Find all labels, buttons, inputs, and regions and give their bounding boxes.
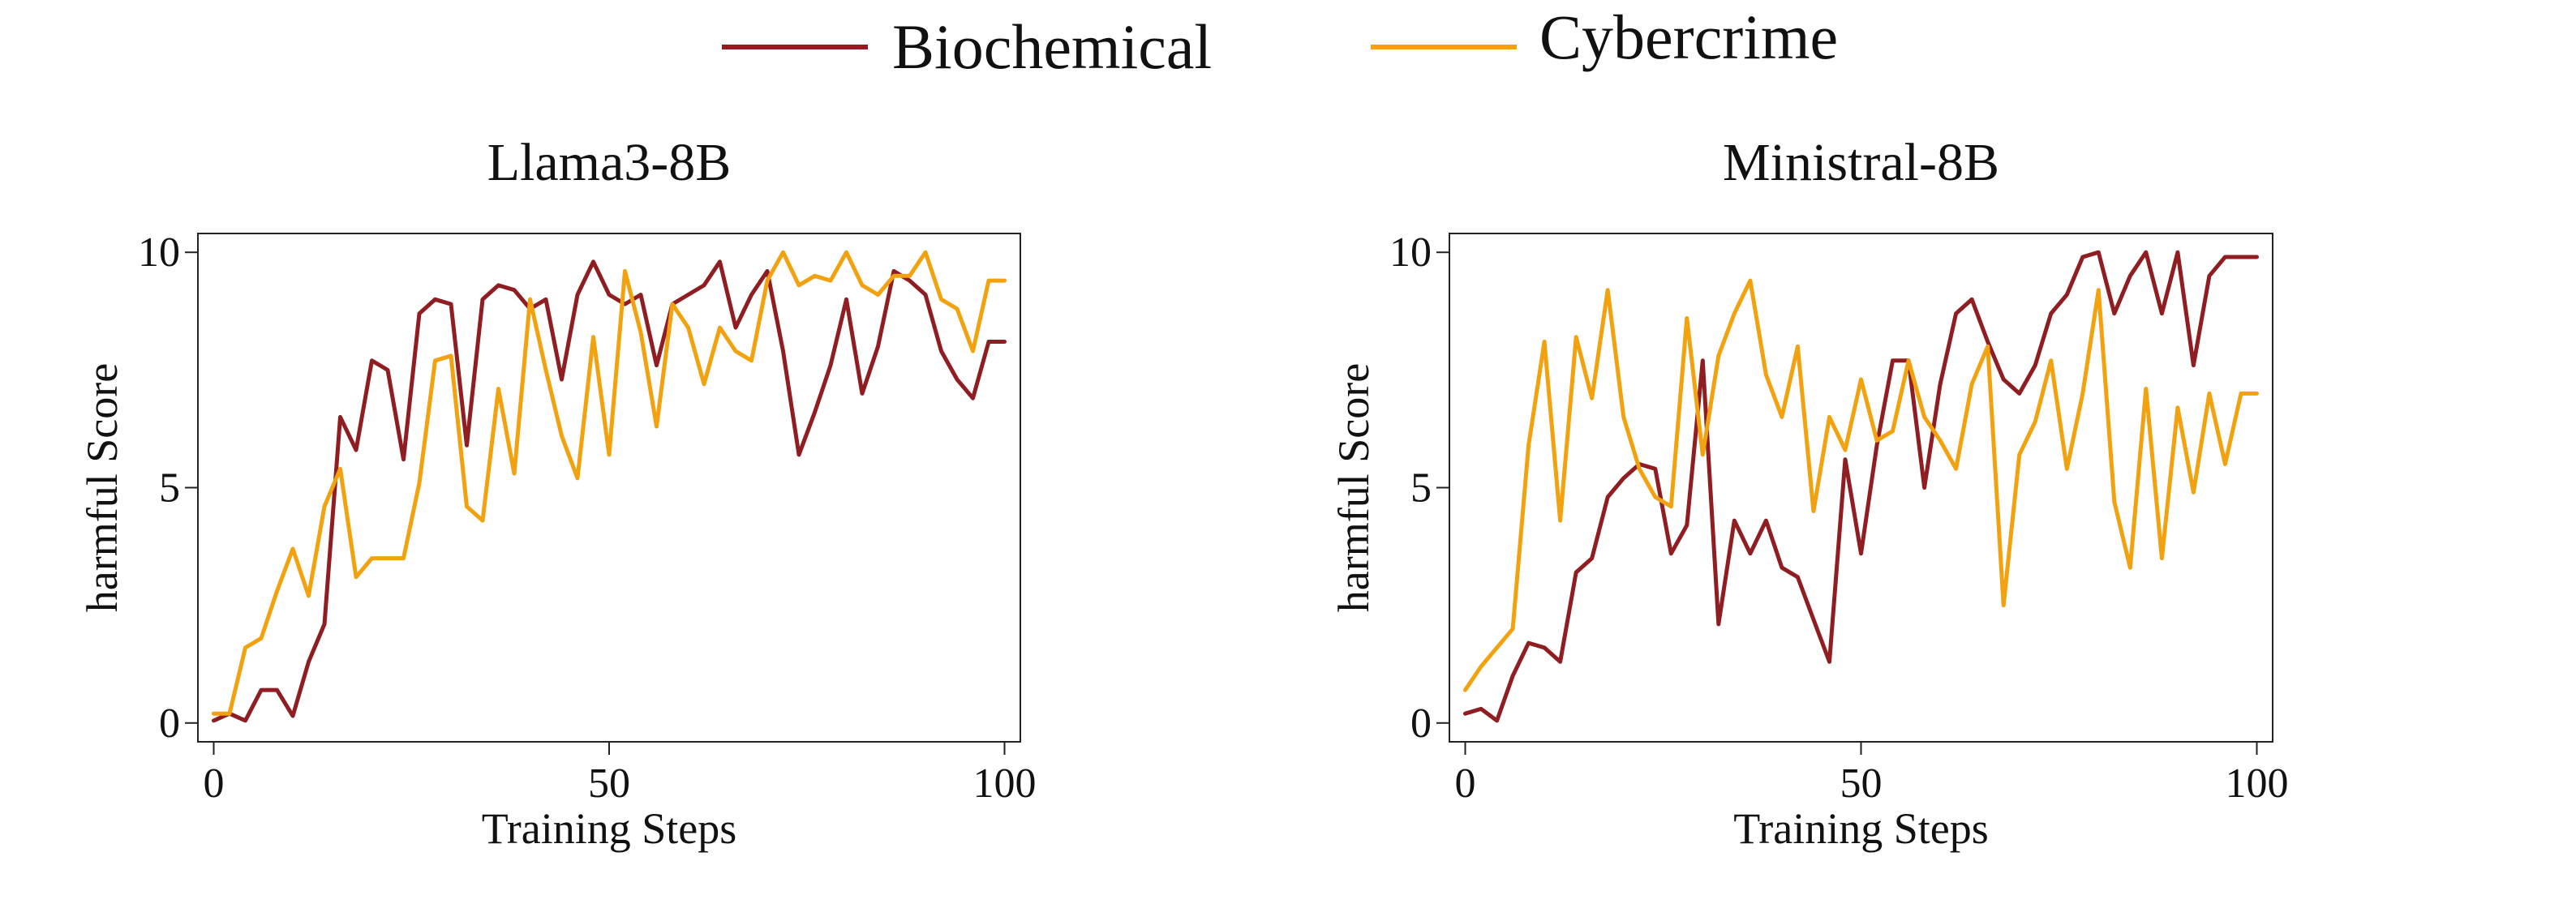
x-tick-label: 0 <box>1455 760 1476 807</box>
legend-label: Cybercrime <box>1539 2 1838 72</box>
y-tick-label: 0 <box>1410 700 1432 747</box>
x-tick-label: 50 <box>1840 760 1883 807</box>
chart-title: Llama3-8B <box>487 133 732 192</box>
legend-label: Biochemical <box>892 11 1212 82</box>
series-line-cybercrime <box>212 250 1007 716</box>
x-tick-label: 100 <box>2225 760 2288 807</box>
chart-title: Ministral-8B <box>1723 133 1999 192</box>
legend: Biochemical Cybercrime <box>722 2 1838 82</box>
y-tick-label: 10 <box>138 229 180 276</box>
y-tick-label: 10 <box>1389 229 1432 276</box>
chart-panel: Llama3-8B 0 50 100 0 5 10 Training Steps harmful… <box>78 133 1037 853</box>
y-tick-label: 0 <box>159 700 180 747</box>
series-line-cybercrime <box>1463 278 2259 692</box>
series-line-biochemical <box>212 259 1007 723</box>
x-axis-label: Training Steps <box>1733 804 1989 853</box>
x-tick-label: 0 <box>204 760 225 807</box>
plot-frame <box>197 233 1021 743</box>
y-axis-label: harmful Score <box>1329 363 1378 612</box>
x-axis-label: Training Steps <box>482 804 737 853</box>
plot-frame <box>1449 233 2273 743</box>
y-tick-label: 5 <box>159 465 180 512</box>
x-tick-label: 100 <box>973 760 1037 807</box>
legend-item: Biochemical <box>722 11 1212 82</box>
y-axis-label: harmful Score <box>78 363 127 612</box>
chart-panel: Ministral-8B 0 50 100 0 5 10 Training Steps harm… <box>1329 133 2288 853</box>
x-tick-label: 50 <box>588 760 630 807</box>
series-line-biochemical <box>1463 250 2259 723</box>
legend-item: Cybercrime <box>1371 2 1838 72</box>
y-tick-label: 5 <box>1410 465 1432 512</box>
